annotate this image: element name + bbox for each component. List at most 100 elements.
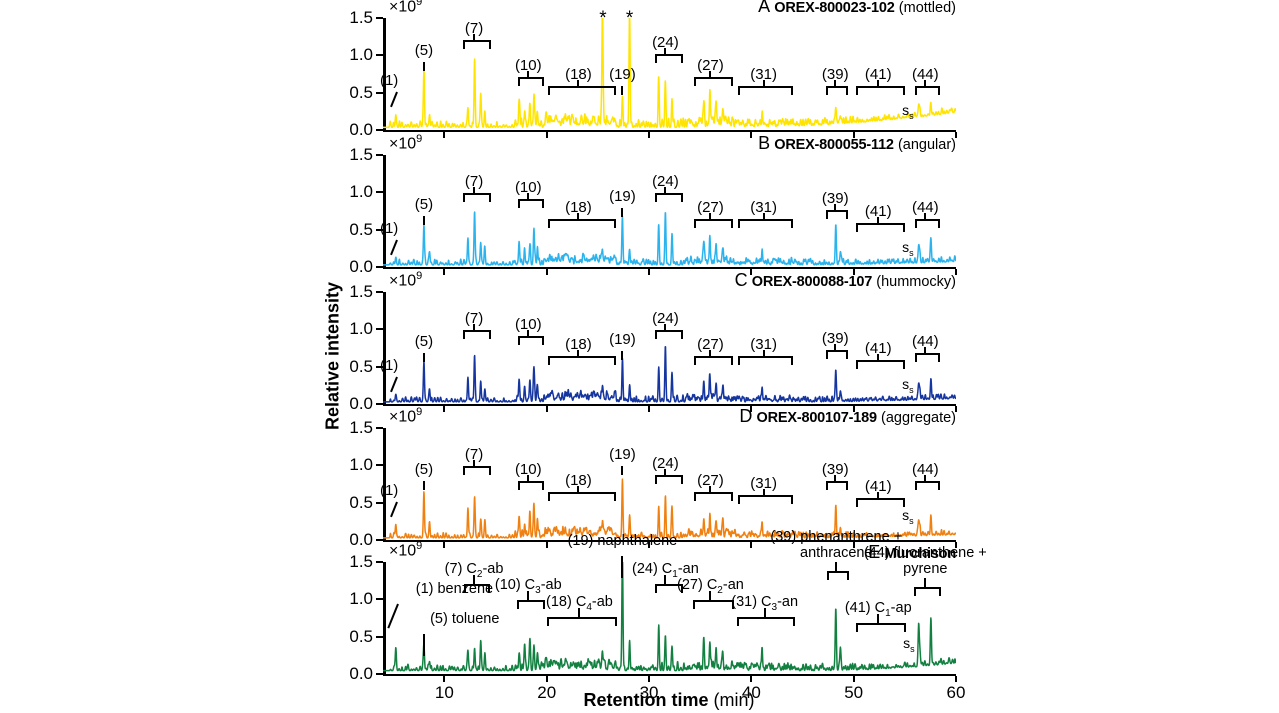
- chromatogram-panel-d: ×109 0.0 0.5 1.0 1.5 D OREX-800107-189 (aggre…: [349, 406, 957, 549]
- compound-bracket-stem: [835, 561, 838, 571]
- peak-bracket: [547, 491, 617, 501]
- peak-bracket: [547, 355, 617, 365]
- x-axis-tick-label: 40: [741, 683, 761, 702]
- peak-bracket: [462, 39, 492, 49]
- x-axis-tick: [955, 269, 957, 275]
- y-axis-tick-label: 1.0: [349, 182, 373, 202]
- peak-bracket: [855, 223, 905, 233]
- peak-label: (44): [911, 332, 939, 350]
- peak-bracket: [826, 349, 849, 359]
- peak-label: (19): [609, 188, 636, 206]
- peak-label: (18): [565, 66, 592, 84]
- peak-bracket-stem: [877, 217, 880, 225]
- peak-bracket-stem: [577, 212, 580, 220]
- peak-label: (31): [750, 66, 777, 84]
- peak-label: (1): [379, 219, 399, 237]
- peak-label: (10): [514, 57, 542, 75]
- peak-bracket: [694, 77, 733, 87]
- peak-label: (44): [911, 66, 939, 84]
- compound-annotation: (5) toluene: [430, 610, 500, 627]
- peak-bracket: [855, 497, 905, 507]
- peak-label: (10): [514, 461, 542, 479]
- y-axis-tick-label: 0.5: [349, 492, 373, 512]
- y-axis-label: Relative intensity: [322, 281, 343, 431]
- compound-bracket-stem: [877, 614, 880, 624]
- x-axis-tick: [545, 542, 548, 548]
- peak-label: (5): [414, 41, 434, 59]
- peak-label: (41): [864, 203, 892, 221]
- y-axis-tick-label: 0.5: [349, 82, 373, 102]
- y-axis-tick-label: 1.0: [349, 455, 373, 475]
- panel-sample-code: OREX-800055-112: [774, 137, 894, 153]
- peak-bracket-stem: [834, 203, 837, 211]
- peak-bracket: [547, 86, 617, 96]
- compound-bracket: [463, 583, 491, 593]
- x-axis-tick: [443, 542, 446, 548]
- peak-bracket: [826, 481, 849, 491]
- chromatogram-panel-c: ×109 0.0 0.5 1.0 1.5 C OREX-800088-107 (hummo…: [349, 270, 957, 413]
- y-axis-exponent: ×109: [389, 133, 423, 153]
- compound-stem: [621, 556, 624, 579]
- peak-bracket-stem: [577, 485, 580, 493]
- y-axis-tick: [376, 191, 383, 194]
- peak-bracket-stem: [473, 460, 476, 468]
- panel-title-b: B OREX-800055-112 (angular): [758, 133, 956, 154]
- x-axis-line: [383, 267, 956, 269]
- peak-bracket: [915, 352, 940, 362]
- compound-bracket: [914, 587, 941, 597]
- peak-bracket-stem: [709, 485, 712, 493]
- peak-bracket: [826, 86, 849, 96]
- x-axis-tick: [750, 269, 753, 275]
- panel-descriptor: (hummocky): [876, 274, 956, 290]
- y-axis-tick: [376, 673, 383, 675]
- peak-bracket-stem: [709, 349, 712, 357]
- y-axis-tick: [376, 427, 383, 429]
- peak-label: (18): [565, 335, 592, 353]
- x-axis-tick: [545, 132, 548, 138]
- peak-bracket: [738, 494, 794, 504]
- y-axis-tick-label: 1.0: [349, 319, 373, 339]
- y-axis-tick-label: 0.0: [349, 394, 373, 413]
- y-axis-exponent: ×109: [389, 0, 423, 16]
- peak-label: (44): [911, 461, 939, 479]
- peak-stem: [621, 351, 624, 361]
- peak-bracket-stem: [834, 80, 837, 88]
- peak-bracket: [915, 86, 940, 96]
- x-axis-line: [383, 404, 956, 406]
- y-axis-tick-label: 1.5: [349, 282, 373, 301]
- compound-annotation: (27) C2-an: [677, 577, 744, 596]
- panel-letter: A: [758, 0, 771, 16]
- panel-title-c: C OREX-800088-107 (hummocky): [735, 270, 956, 291]
- peak-stem: [621, 208, 624, 218]
- y-axis-exponent: ×109: [389, 406, 423, 426]
- peak-label: (41): [864, 340, 892, 358]
- x-axis-line: [383, 540, 956, 542]
- x-axis-tick-label: 20: [537, 683, 557, 702]
- internal-standard-marker: ss: [902, 375, 914, 395]
- compound-annotation: (39) phenanthrene + anthracene: [770, 528, 903, 561]
- y-axis-line: [383, 155, 386, 267]
- chromatogram-trace-e: [383, 562, 956, 672]
- compound-bracket: [655, 583, 683, 593]
- peak-bracket-stem: [473, 187, 476, 195]
- x-axis-tick: [443, 132, 446, 138]
- peak-bracket: [738, 86, 794, 96]
- peak-bracket: [915, 218, 940, 228]
- panel-descriptor: (angular): [897, 137, 956, 153]
- x-axis-tick: [648, 676, 651, 682]
- compound-bracket: [855, 623, 906, 633]
- y-axis-tick: [376, 635, 383, 638]
- y-axis-line: [383, 562, 386, 674]
- peak-bracket-stem: [664, 324, 667, 332]
- chromatogram-trace-a: [383, 18, 956, 129]
- peak-bracket: [826, 209, 849, 219]
- peak-label: (24): [652, 455, 679, 473]
- x-axis-tick: [443, 676, 446, 682]
- internal-standard-marker: ss: [902, 238, 914, 258]
- y-axis-line: [383, 292, 386, 404]
- peak-bracket-stem: [834, 475, 837, 483]
- compound-bracket: [827, 570, 850, 580]
- x-axis-tick: [648, 269, 651, 275]
- peak-bracket: [655, 193, 683, 203]
- panel-letter: C: [734, 270, 748, 290]
